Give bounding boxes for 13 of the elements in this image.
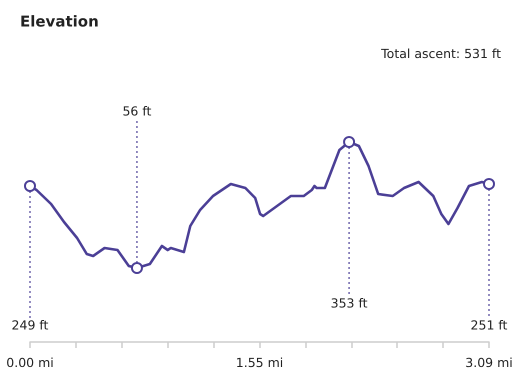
point (24, 180, 36, 192)
point (130, 262, 143, 274)
text: Total ascent: 531 ft (380, 46, 502, 61)
annotation: 353 ft (330, 296, 368, 310)
x-tick-label: 3.09 mi (465, 355, 513, 370)
annotation: 56 ft (122, 104, 152, 118)
chart-title: Elevation (20, 12, 99, 30)
annotation: 249 ft (12, 318, 49, 332)
point (343, 136, 356, 148)
x-tick-label: 1.55 mi (236, 355, 284, 370)
x-tick-label: 0.00 mi (6, 355, 54, 370)
annotation: 251 ft (470, 318, 508, 332)
point (483, 178, 495, 190)
